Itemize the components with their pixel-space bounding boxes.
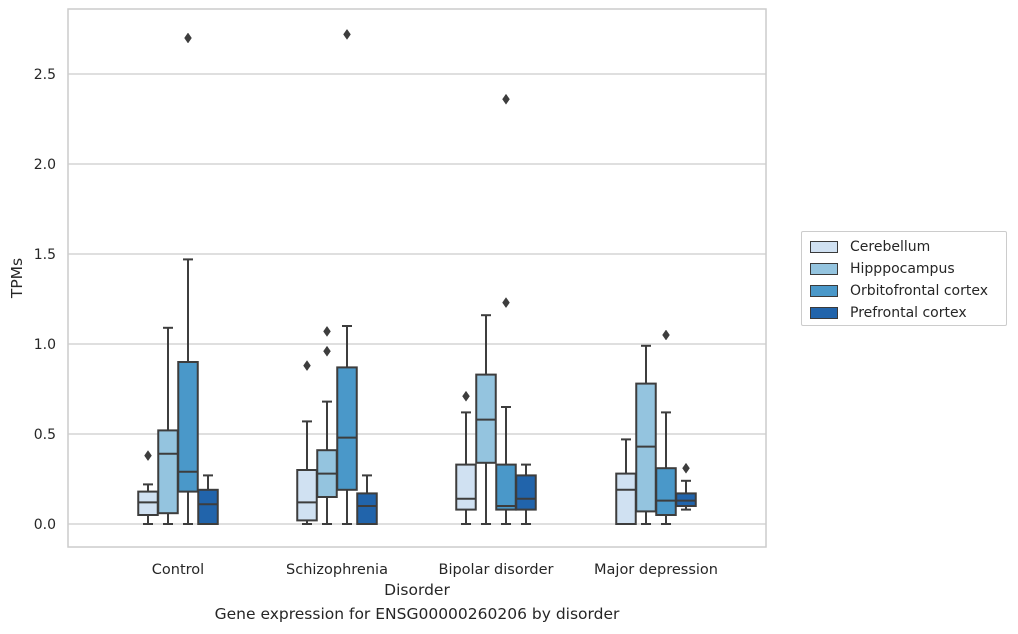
box	[336, 366, 358, 491]
legend-label-hippocampus: Hipppocampus	[850, 261, 955, 277]
legend-swatch-cerebellum	[810, 241, 838, 253]
box	[197, 488, 219, 525]
x-axis-label: Disorder	[384, 581, 450, 599]
legend-swatch-orbitofrontal	[810, 285, 838, 297]
outlier-point	[462, 390, 470, 402]
y-tick-label: 1.0	[34, 337, 56, 353]
outlier-point	[184, 32, 192, 44]
y-tick-label: 2.5	[34, 67, 56, 83]
box	[177, 361, 199, 493]
box	[495, 463, 517, 511]
outlier-point	[343, 28, 351, 40]
box	[296, 469, 318, 522]
box	[655, 467, 677, 517]
outlier-point	[323, 345, 331, 357]
figure-caption: Gene expression for ENSG00000260206 by d…	[214, 605, 620, 623]
outlier-point	[323, 325, 331, 337]
box	[515, 474, 537, 511]
legend: Cerebellum Hipppocampus Orbitofrontal co…	[801, 231, 1007, 326]
x-tick-label: Major depression	[594, 562, 718, 578]
legend-swatch-prefrontal	[810, 307, 838, 319]
x-tick-label: Bipolar disorder	[439, 562, 554, 578]
box	[356, 492, 378, 525]
box	[455, 463, 477, 511]
legend-swatch-hippocampus	[810, 263, 838, 275]
outlier-point	[502, 297, 510, 309]
y-axis-label: TPMs	[8, 258, 26, 299]
x-tick-label: Schizophrenia	[286, 562, 388, 578]
x-tick-label: Control	[152, 562, 204, 578]
outlier-point	[662, 329, 670, 341]
outlier-point	[502, 93, 510, 105]
y-tick-label: 2.0	[34, 157, 56, 173]
outlier-point	[682, 462, 690, 474]
legend-item-prefrontal: Prefrontal cortex	[810, 303, 967, 323]
outlier-point	[303, 360, 311, 372]
legend-label-cerebellum: Cerebellum	[850, 239, 931, 255]
outlier-point	[144, 450, 152, 462]
box	[157, 429, 179, 515]
legend-item-orbitofrontal: Orbitofrontal cortex	[810, 281, 988, 301]
legend-item-hippocampus: Hipppocampus	[810, 259, 955, 279]
legend-label-orbitofrontal: Orbitofrontal cortex	[850, 283, 988, 299]
plot-frame	[67, 8, 767, 548]
legend-item-cerebellum: Cerebellum	[810, 237, 930, 257]
box	[615, 472, 637, 526]
y-tick-label: 0.5	[34, 427, 56, 443]
y-tick-label: 1.5	[34, 247, 56, 263]
legend-label-prefrontal: Prefrontal cortex	[850, 305, 967, 321]
y-tick-label: 0.0	[34, 517, 56, 533]
